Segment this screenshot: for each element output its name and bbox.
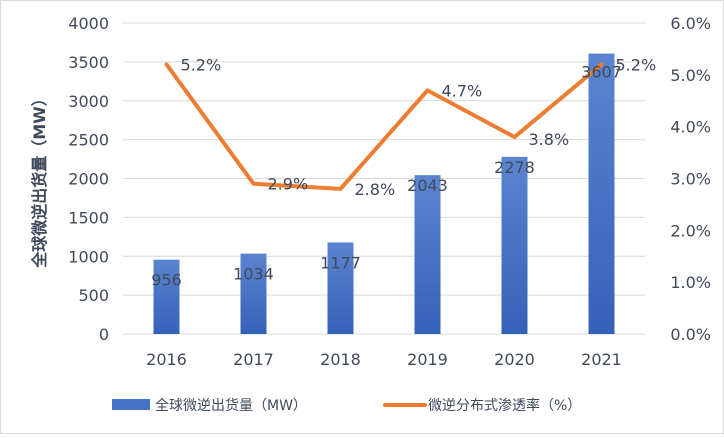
y-tick-label: 0 (99, 325, 109, 344)
line-data-label: 5.2% (616, 55, 657, 74)
line-data-label: 3.8% (529, 130, 570, 149)
legend-swatch-bar (112, 399, 150, 410)
legend: 全球微逆出货量（MW） 微逆分布式渗透率（%） (112, 397, 581, 414)
x-tick-label: 2018 (320, 350, 361, 369)
y-tick-label: 500 (78, 286, 109, 305)
y2-tick-label: 0.0% (670, 325, 711, 344)
bar-data-label: 2278 (494, 158, 535, 177)
y2-tick-label: 5.0% (670, 66, 711, 85)
legend-label-bar: 全球微逆出货量（MW） (155, 397, 307, 414)
x-tick-label: 2020 (494, 350, 535, 369)
bar (415, 175, 441, 334)
y2-tick-label: 3.0% (670, 170, 711, 189)
legend-label-line: 微逆分布式渗透率（%） (428, 397, 581, 414)
line-data-label: 2.9% (268, 175, 309, 194)
y-tick-label: 2500 (68, 131, 109, 150)
y2-tick-label: 1.0% (670, 273, 711, 292)
x-tick-label: 2019 (407, 350, 448, 369)
bar (589, 54, 615, 334)
y2-tick-label: 6.0% (670, 14, 711, 33)
line-data-label: 5.2% (181, 55, 222, 74)
x-tick-label: 2016 (146, 350, 187, 369)
line-series (167, 64, 602, 188)
y-axis-label: 全球微逆出货量（MW） (30, 90, 49, 269)
bar-data-label: 2043 (407, 176, 448, 195)
y-tick-label: 3000 (68, 92, 109, 111)
bar-data-label: 956 (151, 271, 182, 290)
x-tick-label: 2021 (581, 350, 622, 369)
y-tick-label: 3500 (68, 53, 109, 72)
y-tick-label: 1500 (68, 208, 109, 227)
bar-data-label: 1177 (320, 253, 361, 272)
y-tick-label: 1000 (68, 247, 109, 266)
y2-tick-label: 4.0% (670, 118, 711, 137)
y2-tick-label: 2.0% (670, 221, 711, 240)
line-data-label: 4.7% (442, 81, 483, 100)
bar-data-label: 1034 (233, 265, 274, 284)
y-tick-label: 2000 (68, 170, 109, 189)
y-tick-label: 4000 (68, 14, 109, 33)
bar (502, 157, 528, 334)
line-data-label: 2.8% (355, 180, 396, 199)
x-tick-label: 2017 (233, 350, 274, 369)
